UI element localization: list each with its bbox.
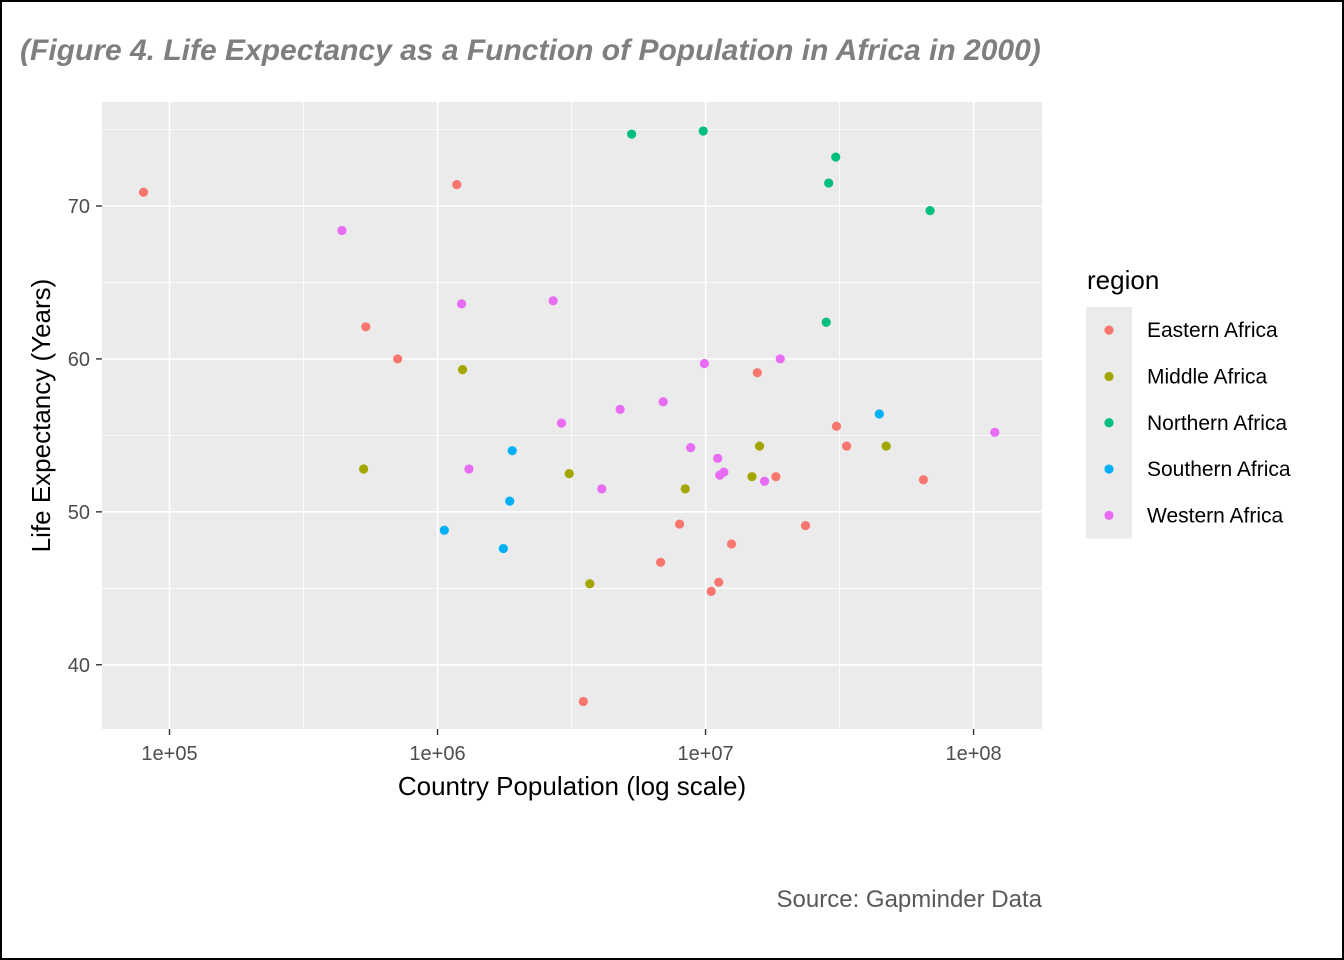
plot-panel (102, 102, 1042, 729)
data-point-middle-africa (881, 441, 891, 451)
legend-label-eastern-africa: Eastern Africa (1147, 319, 1278, 342)
data-point-northern-africa (824, 178, 834, 188)
data-point-middle-africa (564, 469, 574, 479)
data-point-middle-africa (359, 464, 369, 474)
legend-item-middle-africa: Middle Africa (1104, 365, 1268, 388)
data-point-eastern-africa (752, 368, 762, 378)
legend-key-southern-africa (1104, 464, 1114, 474)
data-point-eastern-africa (578, 696, 588, 707)
data-point-western-africa (759, 476, 770, 486)
legend-items: Eastern Africa Middle Africa Northern Afri… (1104, 319, 1291, 527)
data-point-eastern-africa (656, 557, 666, 567)
data-point-middle-africa (585, 579, 595, 589)
legend-key-eastern-africa (1104, 325, 1114, 335)
data-point-eastern-africa (361, 322, 371, 332)
data-point-middle-africa (680, 484, 690, 494)
legend-key-northern-africa (1104, 418, 1114, 428)
legend-label-southern-africa: Southern Africa (1147, 458, 1291, 481)
legend-key-middle-africa (1104, 371, 1114, 382)
legend-label-northern-africa: Northern Africa (1147, 412, 1287, 435)
data-point-eastern-africa (831, 421, 842, 431)
data-point-northern-africa (925, 205, 935, 216)
y-tick-label: 50 (68, 502, 90, 524)
data-point-eastern-africa (771, 472, 781, 482)
data-point-southern-africa (507, 446, 517, 456)
data-points (138, 126, 1000, 707)
x-tick-label: 1e+07 (677, 743, 733, 765)
legend-item-western-africa: Western Africa (1104, 504, 1283, 527)
data-point-eastern-africa (674, 519, 685, 529)
y-axis-title: Life Expectancy (Years) (26, 279, 56, 553)
data-point-northern-africa (831, 152, 841, 162)
data-point-southern-africa (505, 496, 515, 506)
y-tick-label: 70 (68, 196, 90, 218)
legend-item-southern-africa: Southern Africa (1104, 458, 1291, 481)
data-point-western-africa (597, 484, 607, 494)
data-point-northern-africa (821, 317, 831, 327)
data-point-western-africa (775, 354, 785, 364)
legend-item-northern-africa: Northern Africa (1104, 412, 1287, 435)
data-point-western-africa (713, 453, 723, 463)
data-point-southern-africa (874, 409, 884, 419)
legend-label-western-africa: Western Africa (1147, 504, 1283, 527)
data-point-western-africa (556, 418, 567, 428)
data-point-western-africa (699, 358, 709, 369)
data-point-western-africa (548, 296, 558, 306)
x-axis-title: Country Population (log scale) (398, 771, 746, 801)
source-caption: Source: Gapminder Data (777, 886, 1043, 913)
x-tick-label: 1e+08 (945, 743, 1001, 765)
data-point-western-africa (615, 404, 625, 414)
data-point-middle-africa (747, 472, 757, 482)
data-point-southern-africa (439, 525, 449, 535)
data-point-eastern-africa (714, 577, 724, 587)
y-tick-label: 60 (68, 349, 90, 371)
data-point-western-africa (686, 443, 696, 453)
data-point-eastern-africa (706, 586, 716, 596)
x-axis: 1e+05 1e+06 1e+07 1e+08 (141, 729, 1002, 765)
data-point-eastern-africa (726, 539, 737, 549)
legend-item-eastern-africa: Eastern Africa (1104, 319, 1278, 342)
data-point-western-africa (990, 427, 1000, 437)
chart-title: (Figure 4. Life Expectancy as a Function… (20, 34, 1041, 67)
data-point-middle-africa (754, 441, 765, 451)
data-point-southern-africa (498, 543, 508, 554)
data-point-eastern-africa (842, 441, 852, 451)
data-point-western-africa (457, 299, 467, 309)
data-point-western-africa (464, 464, 474, 474)
data-point-western-africa (658, 397, 668, 407)
major-gridlines (102, 102, 1042, 729)
y-axis: 40 50 60 70 (68, 196, 102, 677)
data-point-eastern-africa (452, 179, 462, 190)
legend-key-western-africa (1104, 510, 1114, 520)
legend-title: region (1087, 265, 1159, 295)
data-point-eastern-africa (393, 354, 403, 364)
data-point-eastern-africa (138, 187, 149, 197)
x-tick-label: 1e+05 (141, 743, 197, 765)
data-point-western-africa (337, 225, 347, 236)
data-point-eastern-africa (800, 521, 811, 531)
data-point-eastern-africa (918, 475, 929, 485)
data-point-middle-africa (457, 365, 468, 375)
data-point-western-africa (715, 470, 725, 480)
data-point-northern-africa (698, 126, 708, 136)
legend: region Eastern Africa Middle Africa Northe… (1086, 265, 1291, 539)
legend-label-middle-africa: Middle Africa (1147, 365, 1268, 388)
x-tick-label: 1e+06 (409, 743, 465, 765)
y-tick-label: 40 (68, 655, 90, 677)
data-point-northern-africa (627, 129, 637, 139)
